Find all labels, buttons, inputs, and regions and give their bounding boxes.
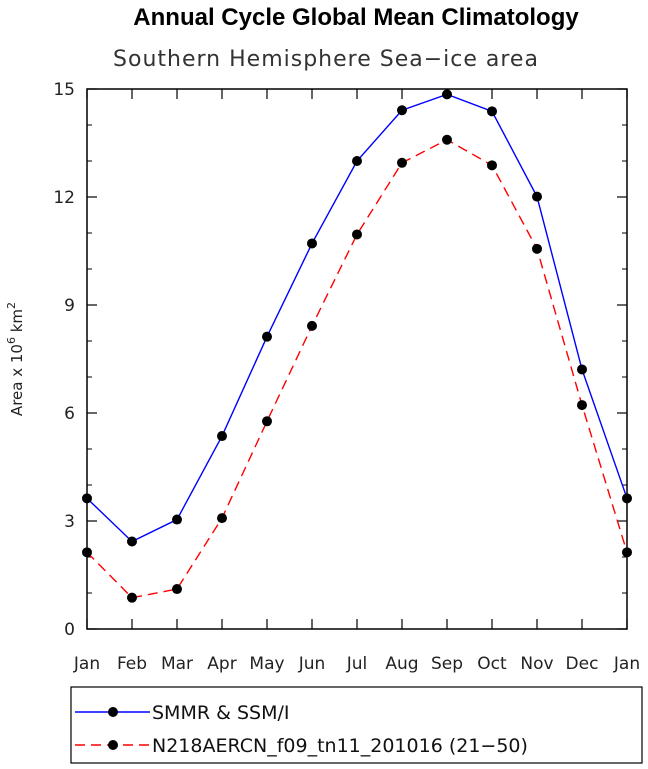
- y-axis-label-unit: km: [8, 309, 26, 332]
- series-1-point: [127, 536, 137, 547]
- series-2-point: [487, 160, 497, 171]
- x-tick-label: Jul: [346, 654, 368, 674]
- x-tick-label: May: [249, 654, 284, 674]
- series-2-point: [397, 157, 407, 168]
- y-axis-label: Area x 106 km2: [5, 302, 26, 416]
- x-tick-label: Apr: [207, 654, 236, 674]
- y-tick-label: 0: [64, 620, 75, 640]
- series-2-point: [307, 320, 317, 331]
- plot-frame: [86, 88, 628, 630]
- x-tick-label: Oct: [477, 654, 507, 674]
- x-tick-label: Jan: [73, 654, 100, 674]
- series-1-point: [532, 191, 542, 202]
- y-axis-label-exp1: 6: [5, 337, 18, 344]
- y-axis-label-main: Area x 10: [8, 344, 26, 416]
- series-2-point: [577, 400, 587, 411]
- chart-subtitle: Southern Hemisphere Sea−ice area: [113, 47, 539, 72]
- y-tick-label: 3: [64, 512, 75, 532]
- y-axis-label-exp2: 2: [5, 302, 18, 309]
- legend: SMMR & SSM/I N218AERCN_f09_tn11_201016 (2…: [70, 686, 643, 764]
- series-1-point: [577, 364, 587, 375]
- legend-marker-1: [108, 707, 118, 717]
- series-1-point: [442, 89, 452, 100]
- series-2-point: [127, 592, 137, 603]
- series-1-point: [487, 106, 497, 117]
- series-1-point: [217, 431, 227, 442]
- series-2-point: [532, 243, 542, 254]
- x-tick-label: Jan: [613, 654, 640, 674]
- series-1-point: [262, 331, 272, 342]
- series-line-2: [86, 138, 628, 599]
- x-tick-label: Sep: [431, 654, 463, 674]
- legend-label-2: N218AERCN_f09_tn11_201016 (21−50): [152, 735, 528, 757]
- legend-box: [70, 686, 643, 764]
- y-tick-label: 6: [64, 404, 75, 424]
- x-tick-label: Nov: [520, 654, 553, 674]
- x-tick-label: Aug: [385, 654, 418, 674]
- series-1-point: [352, 156, 362, 166]
- series-2-point: [352, 229, 362, 240]
- series-layer: [82, 89, 632, 603]
- series-2-point: [442, 134, 452, 145]
- x-tick-label: Jun: [298, 654, 326, 674]
- axes: 0 3 6 9 12 15 Jan Feb Mar Apr May Jun Jul Aug Sep Oct No…: [53, 80, 640, 674]
- series-1-point: [397, 105, 407, 116]
- chart-title: Annual Cycle Global Mean Climatology: [133, 4, 579, 31]
- series-1-point: [307, 238, 317, 249]
- series-2-point: [262, 416, 272, 427]
- series-2-point: [172, 584, 182, 595]
- legend-marker-2: [108, 740, 118, 750]
- series-2-point: [217, 513, 227, 524]
- y-tick-label: 15: [53, 80, 75, 100]
- x-tick-label: Mar: [161, 654, 193, 674]
- y-tick-label: 12: [53, 188, 75, 208]
- x-tick-label: Dec: [566, 654, 599, 674]
- legend-label-1: SMMR & SSM/I: [152, 702, 289, 724]
- x-tick-label: Feb: [117, 654, 147, 674]
- series-1-point: [172, 514, 182, 525]
- y-tick-label: 9: [64, 296, 75, 316]
